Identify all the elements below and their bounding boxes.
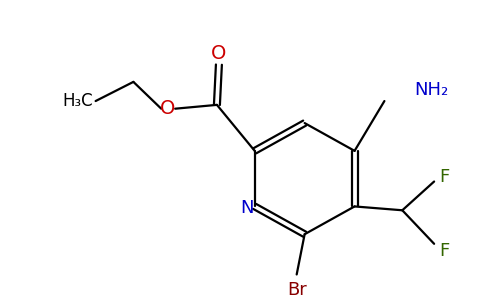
- Text: N: N: [240, 200, 254, 217]
- Text: F: F: [439, 168, 449, 186]
- Text: H₃C: H₃C: [62, 92, 93, 110]
- Text: O: O: [211, 44, 227, 63]
- Text: O: O: [160, 99, 175, 118]
- Text: NH₂: NH₂: [414, 80, 449, 98]
- Text: Br: Br: [287, 281, 306, 299]
- Text: F: F: [439, 242, 449, 260]
